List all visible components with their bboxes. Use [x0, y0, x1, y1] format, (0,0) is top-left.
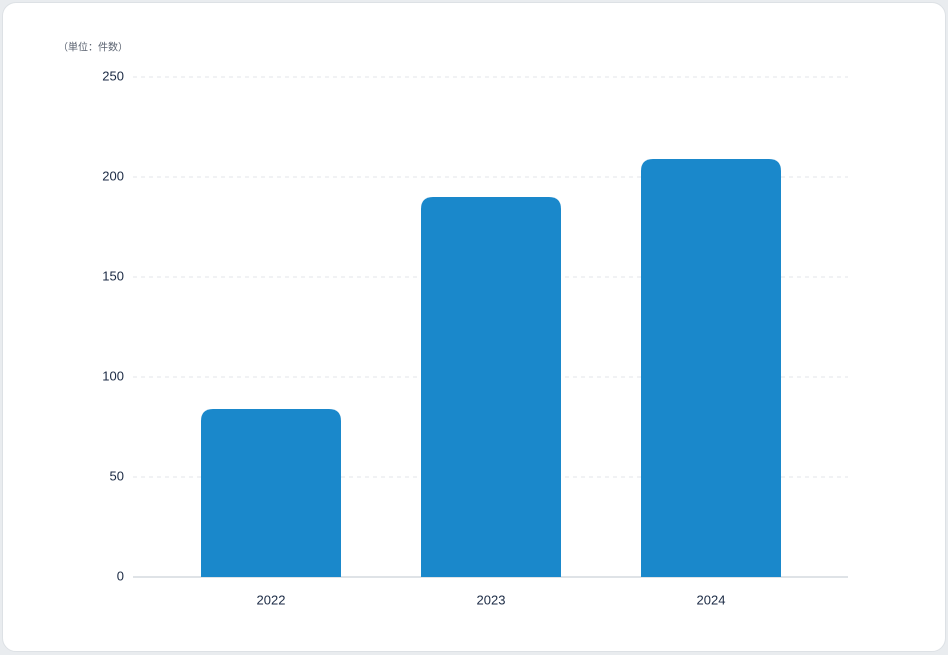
bar: [421, 197, 561, 577]
y-tick-label: 100: [102, 368, 124, 383]
y-tick-label: 150: [102, 268, 124, 283]
x-tick-label: 2024: [697, 592, 726, 607]
bar: [641, 159, 781, 577]
y-tick-label: 250: [102, 68, 124, 83]
x-tick-label: 2023: [477, 592, 506, 607]
y-tick-label: 50: [110, 468, 124, 483]
y-tick-label: 200: [102, 168, 124, 183]
y-tick-label: 0: [117, 568, 124, 583]
x-tick-label: 2022: [257, 592, 286, 607]
bar: [201, 409, 341, 577]
unit-label: （単位：件数）: [58, 41, 128, 54]
